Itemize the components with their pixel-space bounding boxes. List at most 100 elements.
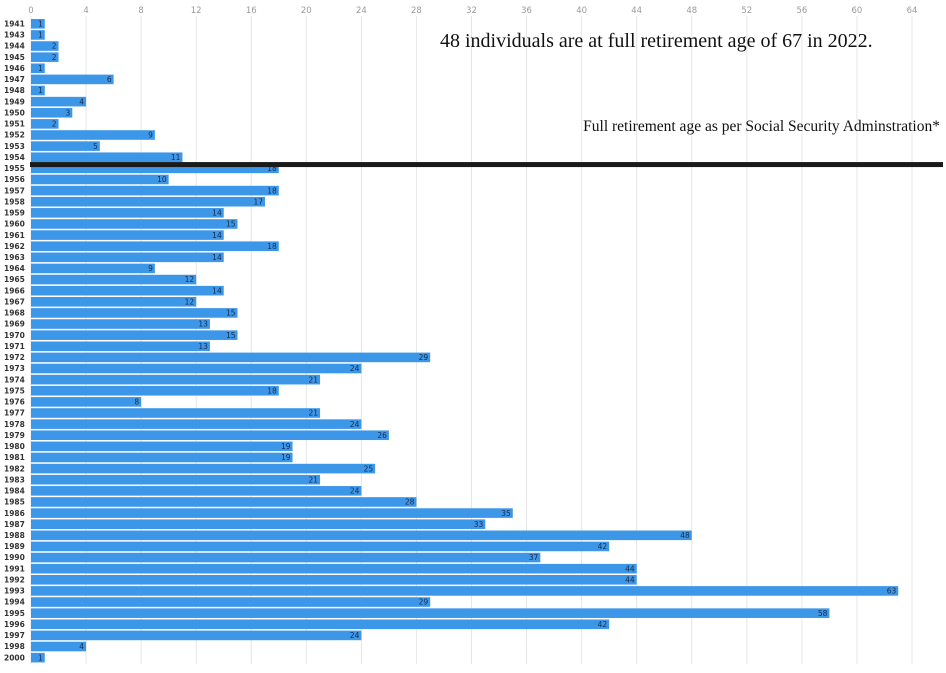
category-label: 1963 [4, 253, 25, 262]
value-label: 2 [52, 120, 57, 129]
bar [31, 152, 183, 163]
bar [31, 274, 197, 285]
value-label: 63 [887, 587, 897, 596]
category-label: 1958 [4, 197, 25, 206]
bar [31, 486, 362, 496]
value-label: 1 [38, 64, 43, 73]
value-label: 42 [598, 542, 608, 551]
category-label: 1974 [4, 375, 25, 384]
value-label: 44 [625, 575, 635, 584]
value-label: 3 [66, 108, 71, 117]
bar [31, 363, 362, 374]
category-label: 1956 [4, 175, 25, 184]
category-label: 1968 [4, 309, 25, 318]
value-label: 10 [157, 175, 167, 184]
bar [31, 63, 45, 74]
bar [31, 652, 45, 663]
x-tick-label: 16 [246, 6, 257, 16]
value-label: 15 [226, 220, 236, 229]
bar [31, 41, 59, 51]
category-label: 1941 [4, 19, 25, 28]
bar [31, 530, 692, 541]
category-label: 1980 [4, 442, 25, 451]
value-label: 24 [350, 420, 360, 429]
bar [31, 241, 279, 251]
category-label: 1972 [4, 353, 25, 362]
bar [31, 185, 279, 196]
bar [31, 408, 321, 418]
bar [31, 608, 830, 618]
category-label: 2000 [4, 653, 25, 662]
bar [31, 552, 541, 563]
value-label: 5 [93, 142, 98, 151]
bar [31, 330, 238, 340]
x-tick-label: 8 [138, 6, 143, 16]
value-label: 14 [212, 209, 222, 218]
value-label: 1 [38, 19, 43, 28]
x-tick-label: 28 [411, 6, 422, 16]
value-label: 14 [212, 231, 222, 240]
bar [31, 208, 224, 218]
category-label: 1947 [4, 75, 25, 84]
x-tick-label: 20 [301, 6, 312, 16]
category-label: 1971 [4, 342, 25, 351]
bar [31, 497, 417, 507]
value-label: 14 [212, 286, 222, 295]
value-label: 17 [253, 197, 263, 206]
bar [31, 519, 486, 529]
bar [31, 107, 73, 118]
value-label: 15 [226, 331, 236, 340]
value-label: 4 [79, 97, 84, 106]
value-label: 29 [419, 353, 429, 362]
value-label: 4 [79, 642, 84, 651]
bar [31, 297, 197, 307]
value-label: 24 [350, 631, 360, 640]
category-label: 1966 [4, 286, 25, 295]
category-label: 1976 [4, 398, 25, 407]
bar [31, 263, 155, 274]
bar [31, 174, 169, 185]
category-label: 1964 [4, 264, 25, 273]
value-label: 21 [309, 375, 319, 384]
bar [31, 641, 87, 652]
value-label: 19 [281, 442, 291, 451]
bar [31, 252, 224, 263]
category-label: 1953 [4, 142, 25, 151]
bar [31, 441, 293, 452]
category-label: 1945 [4, 53, 25, 62]
category-label: 1950 [4, 108, 25, 117]
bar [31, 219, 238, 229]
value-label: 24 [350, 487, 360, 496]
value-label: 44 [625, 564, 635, 573]
x-tick-label: 56 [796, 6, 807, 16]
category-label: 1989 [4, 542, 25, 551]
bar [31, 597, 431, 607]
bar [31, 575, 637, 585]
bar [31, 374, 321, 385]
value-label: 35 [501, 509, 511, 518]
category-label: 1977 [4, 409, 25, 418]
value-label: 2 [52, 42, 57, 51]
value-label: 9 [148, 264, 153, 273]
value-label: 18 [267, 242, 277, 251]
x-tick-label: 60 [852, 6, 863, 16]
bar [31, 141, 100, 151]
value-label: 11 [171, 153, 181, 162]
category-label: 1983 [4, 475, 25, 484]
category-label: 1984 [4, 487, 25, 496]
value-label: 9 [148, 131, 153, 140]
category-label: 1969 [4, 320, 25, 329]
bar [31, 452, 293, 463]
bar [31, 96, 87, 107]
x-tick-label: 52 [741, 6, 752, 16]
category-label: 1957 [4, 186, 25, 195]
bar [31, 196, 266, 207]
category-label: 1994 [4, 598, 25, 607]
bar [31, 19, 45, 29]
value-label: 24 [350, 364, 360, 373]
category-label: 1951 [4, 120, 25, 129]
bar [31, 385, 279, 396]
value-label: 26 [377, 431, 387, 440]
category-label: 1965 [4, 275, 25, 284]
category-label: 1987 [4, 520, 25, 529]
